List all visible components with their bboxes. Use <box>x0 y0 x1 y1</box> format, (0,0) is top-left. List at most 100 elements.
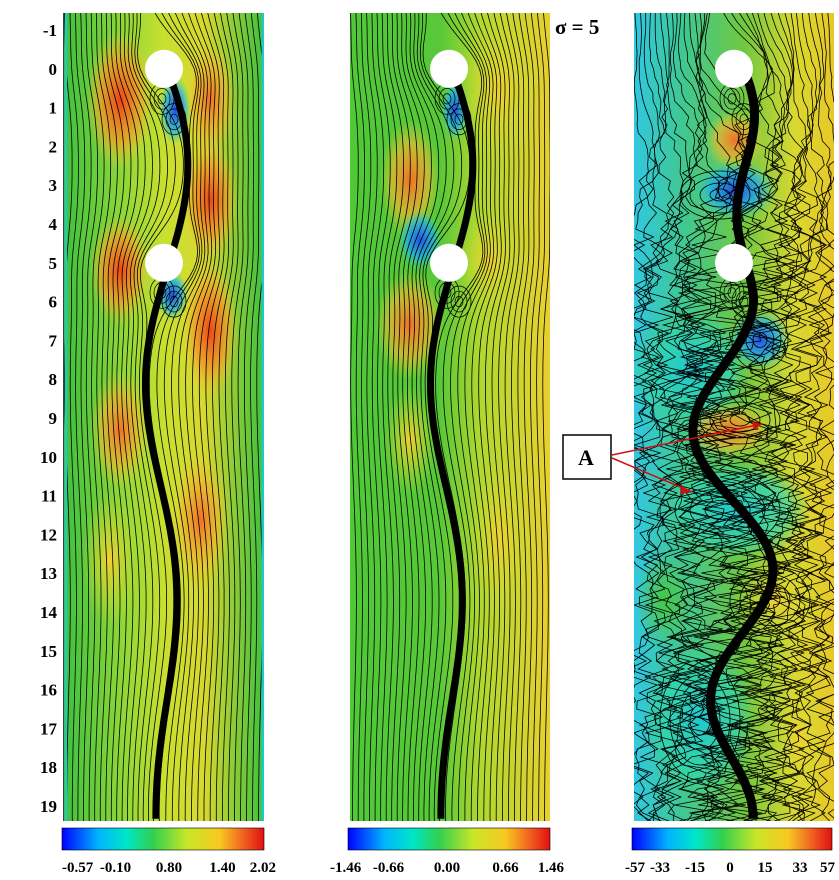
streamline <box>442 13 486 821</box>
y-tick-label: 2 <box>49 137 58 156</box>
vortex-loop <box>450 290 468 313</box>
y-tick-label: 1 <box>49 99 58 118</box>
vortex-ring <box>679 170 761 220</box>
colorbar <box>347 827 551 851</box>
vortex-ring <box>659 471 781 549</box>
streamline <box>530 13 540 821</box>
colorbar-tick-label: 57 <box>820 860 836 876</box>
vortex-loop <box>735 290 753 313</box>
streamline <box>491 13 511 821</box>
y-tick-label: 16 <box>40 681 57 700</box>
panel-left <box>64 13 264 821</box>
vortex-ring <box>752 332 768 348</box>
streamline <box>634 13 659 821</box>
streamline <box>134 13 176 821</box>
sigma-label: σ = 5 <box>555 15 599 39</box>
streamline <box>717 13 795 821</box>
streamline <box>360 13 372 821</box>
vortex-loop <box>165 108 183 130</box>
streamline <box>396 13 418 821</box>
streamline <box>237 13 249 821</box>
vortex-loop <box>446 285 472 318</box>
cylinder <box>145 243 183 282</box>
streamline <box>80 13 92 821</box>
callout-arrowhead-lower <box>680 486 692 494</box>
streamline <box>646 13 688 821</box>
callout-arrowhead-upper <box>752 422 762 430</box>
y-tick-label: 19 <box>40 797 57 816</box>
streamline <box>788 13 827 821</box>
vortex-loop <box>153 88 171 110</box>
streamline <box>649 13 695 821</box>
vortex-ring <box>709 188 731 202</box>
streamline <box>808 13 834 821</box>
colorbar <box>61 827 265 851</box>
vortex-loop <box>169 113 179 125</box>
streamline <box>156 13 200 821</box>
wake-centerline <box>142 67 192 819</box>
streamline <box>171 13 206 821</box>
vortex-ring <box>699 395 781 445</box>
streamline <box>413 13 447 821</box>
streamline <box>464 13 495 821</box>
colorbar-tick-label: 33 <box>793 860 808 876</box>
streamlines-right <box>634 13 834 821</box>
vortex-ring <box>719 407 761 433</box>
streamline <box>231 13 244 821</box>
vortex-ring <box>689 176 751 214</box>
y-tick-label: -1 <box>43 21 57 40</box>
vortex-ring <box>739 574 801 626</box>
streamline <box>90 13 105 821</box>
streamline <box>256 13 264 821</box>
streamline <box>69 13 79 821</box>
vortex-ring <box>689 704 711 736</box>
vortex-ring <box>729 565 811 635</box>
streamline <box>730 13 802 821</box>
streamline <box>779 13 823 821</box>
streamline <box>504 13 520 821</box>
vortex-ring <box>729 413 751 427</box>
streamline <box>366 13 378 821</box>
cylinder <box>430 243 468 282</box>
streamline <box>391 13 411 821</box>
streamline <box>748 13 805 821</box>
streamline <box>244 13 254 821</box>
y-tick-label: 5 <box>49 254 58 273</box>
streamline <box>450 13 488 821</box>
vortex-loop <box>438 88 456 110</box>
vortex-ring <box>659 659 741 781</box>
colorbar-tick-label: -1.46 <box>330 860 362 876</box>
colorbar-tick-label: 0.66 <box>492 860 519 876</box>
y-tick-label: 9 <box>49 409 58 428</box>
streamline <box>409 13 440 821</box>
y-tick-label: 4 <box>49 215 58 234</box>
streamline <box>405 13 432 821</box>
vortex-ring <box>745 324 775 356</box>
streamline <box>478 13 502 821</box>
streamline <box>355 13 365 821</box>
callout-label: A <box>578 445 594 470</box>
vortex-loop <box>727 93 737 105</box>
colorbar-tick-label: 0.80 <box>156 860 182 876</box>
y-tick-label: 15 <box>40 642 57 661</box>
vortex-loop <box>454 113 464 125</box>
y-tick-label: 14 <box>40 603 58 622</box>
streamline <box>105 13 125 821</box>
vortex-loop <box>723 88 741 110</box>
callout-arrow-upper <box>611 423 763 456</box>
streamline <box>794 13 831 821</box>
colorbars: -0.57 -0.10 0.80 1.40 2.02 -1.46 -0.66 0.00 0.66… <box>61 827 836 876</box>
y-tick-label: 6 <box>49 293 58 312</box>
streamline <box>100 13 118 821</box>
streamline <box>250 13 260 821</box>
vortex-loop <box>450 108 468 130</box>
streamline <box>205 13 225 821</box>
vortex-ring <box>689 490 751 530</box>
streamline <box>376 13 391 821</box>
vortex-ring <box>699 182 741 208</box>
streamline <box>95 13 112 821</box>
vortex-ring <box>731 309 789 371</box>
streamline <box>765 13 814 821</box>
y-tick-label: 3 <box>49 176 58 195</box>
streamline <box>457 13 491 821</box>
